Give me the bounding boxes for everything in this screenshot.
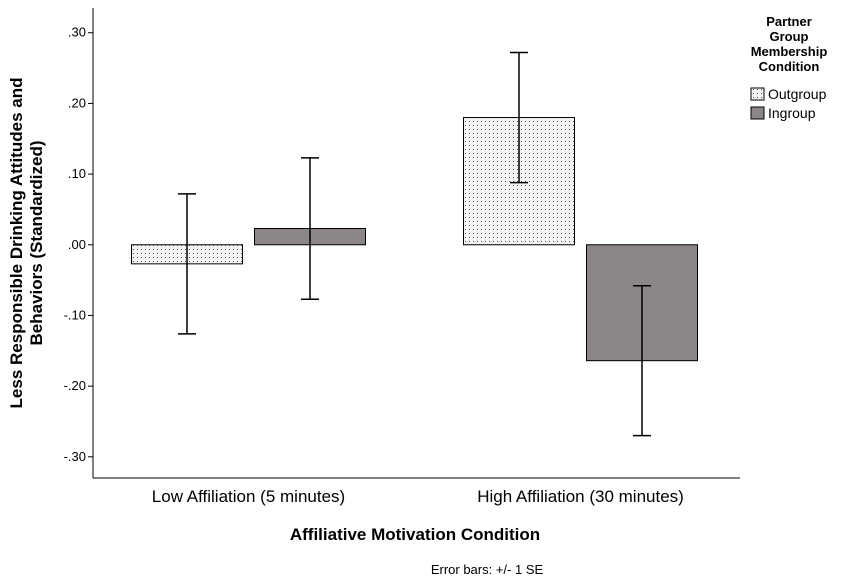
y-tick-label: -.10	[64, 307, 86, 322]
x-axis-title: Affiliative Motivation Condition	[290, 525, 540, 544]
y-axis-title: Less Responsible Drinking Attitudes and …	[7, 78, 46, 409]
legend-label-outgroup: Outgroup	[768, 86, 827, 102]
x-category-labels: Low Affiliation (5 minutes) High Affiliat…	[152, 487, 684, 506]
y-axis-title-line-1: Less Responsible Drinking Attitudes and	[7, 78, 26, 409]
error-bar-ingroup-low	[301, 157, 319, 300]
legend-title-line-4: Condition	[759, 59, 820, 74]
legend-swatch-ingroup	[750, 106, 765, 120]
error-bar-footnote: Error bars: +/- 1 SE	[431, 562, 544, 577]
legend-title-line-1: Partner	[766, 14, 812, 29]
error-bars	[178, 51, 651, 437]
y-axis-title-line-2: Behaviors (Standardized)	[27, 141, 46, 346]
error-bar-outgroup-low	[178, 193, 196, 335]
x-category-label: Low Affiliation (5 minutes)	[152, 487, 345, 506]
x-category-label: High Affiliation (30 minutes)	[477, 487, 684, 506]
y-tick-label: .00	[68, 237, 86, 252]
legend-title-line-2: Group	[770, 29, 809, 44]
y-tick-label: -.30	[64, 449, 86, 464]
y-tick-label: -.20	[64, 378, 86, 393]
error-bar-outgroup-high	[510, 51, 528, 184]
error-bar-ingroup-high	[633, 285, 651, 437]
axes	[92, 8, 740, 479]
legend-label-ingroup: Ingroup	[768, 105, 816, 121]
y-ticks: .30 .20 .10 .00 -.10 -.20 -.30	[64, 25, 93, 464]
bars	[131, 117, 698, 362]
legend: Partner Group Membership Condition Outgr…	[750, 14, 828, 121]
y-tick-label: .30	[68, 25, 86, 40]
legend-swatch-outgroup	[750, 87, 765, 101]
y-tick-label: .20	[68, 95, 86, 110]
legend-title-line-3: Membership	[751, 44, 828, 59]
y-tick-label: .10	[68, 166, 86, 181]
